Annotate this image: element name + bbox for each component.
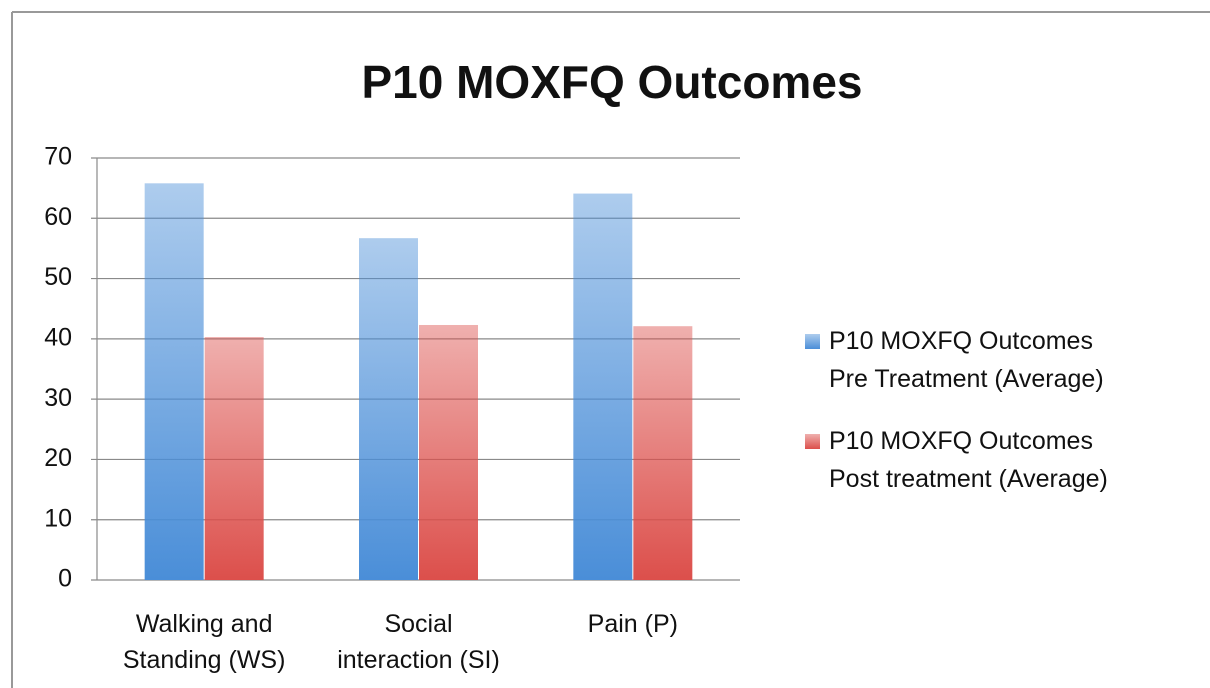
y-tick-label: 30 [44, 384, 72, 412]
y-tick-label: 50 [44, 263, 72, 291]
y-tick-label: 40 [44, 323, 72, 351]
bar [144, 183, 204, 580]
bar [204, 337, 264, 580]
chart-title: P10 MOXFQ Outcomes [361, 56, 862, 108]
bar [359, 238, 418, 580]
y-tick-label: 0 [58, 565, 72, 593]
legend-swatch [805, 334, 820, 349]
y-tick-label: 10 [44, 504, 72, 532]
y-tick-label: 60 [44, 203, 72, 231]
bar [633, 326, 693, 580]
y-tick-label: 70 [44, 143, 72, 171]
legend-label: P10 MOXFQ Outcomes Pre Treatment (Average… [829, 327, 1104, 393]
bar [419, 324, 478, 580]
legend-swatch [805, 434, 820, 449]
bar [573, 193, 633, 580]
legend-label: P10 MOXFQ Outcomes Post treatment (Averag… [829, 427, 1108, 493]
x-tick-label: Pain (P) [588, 610, 678, 638]
x-tick-label: Walking and Standing (WS) [123, 610, 286, 674]
y-tick-label: 20 [44, 444, 72, 472]
x-tick-label: Social interaction (SI) [337, 610, 500, 674]
